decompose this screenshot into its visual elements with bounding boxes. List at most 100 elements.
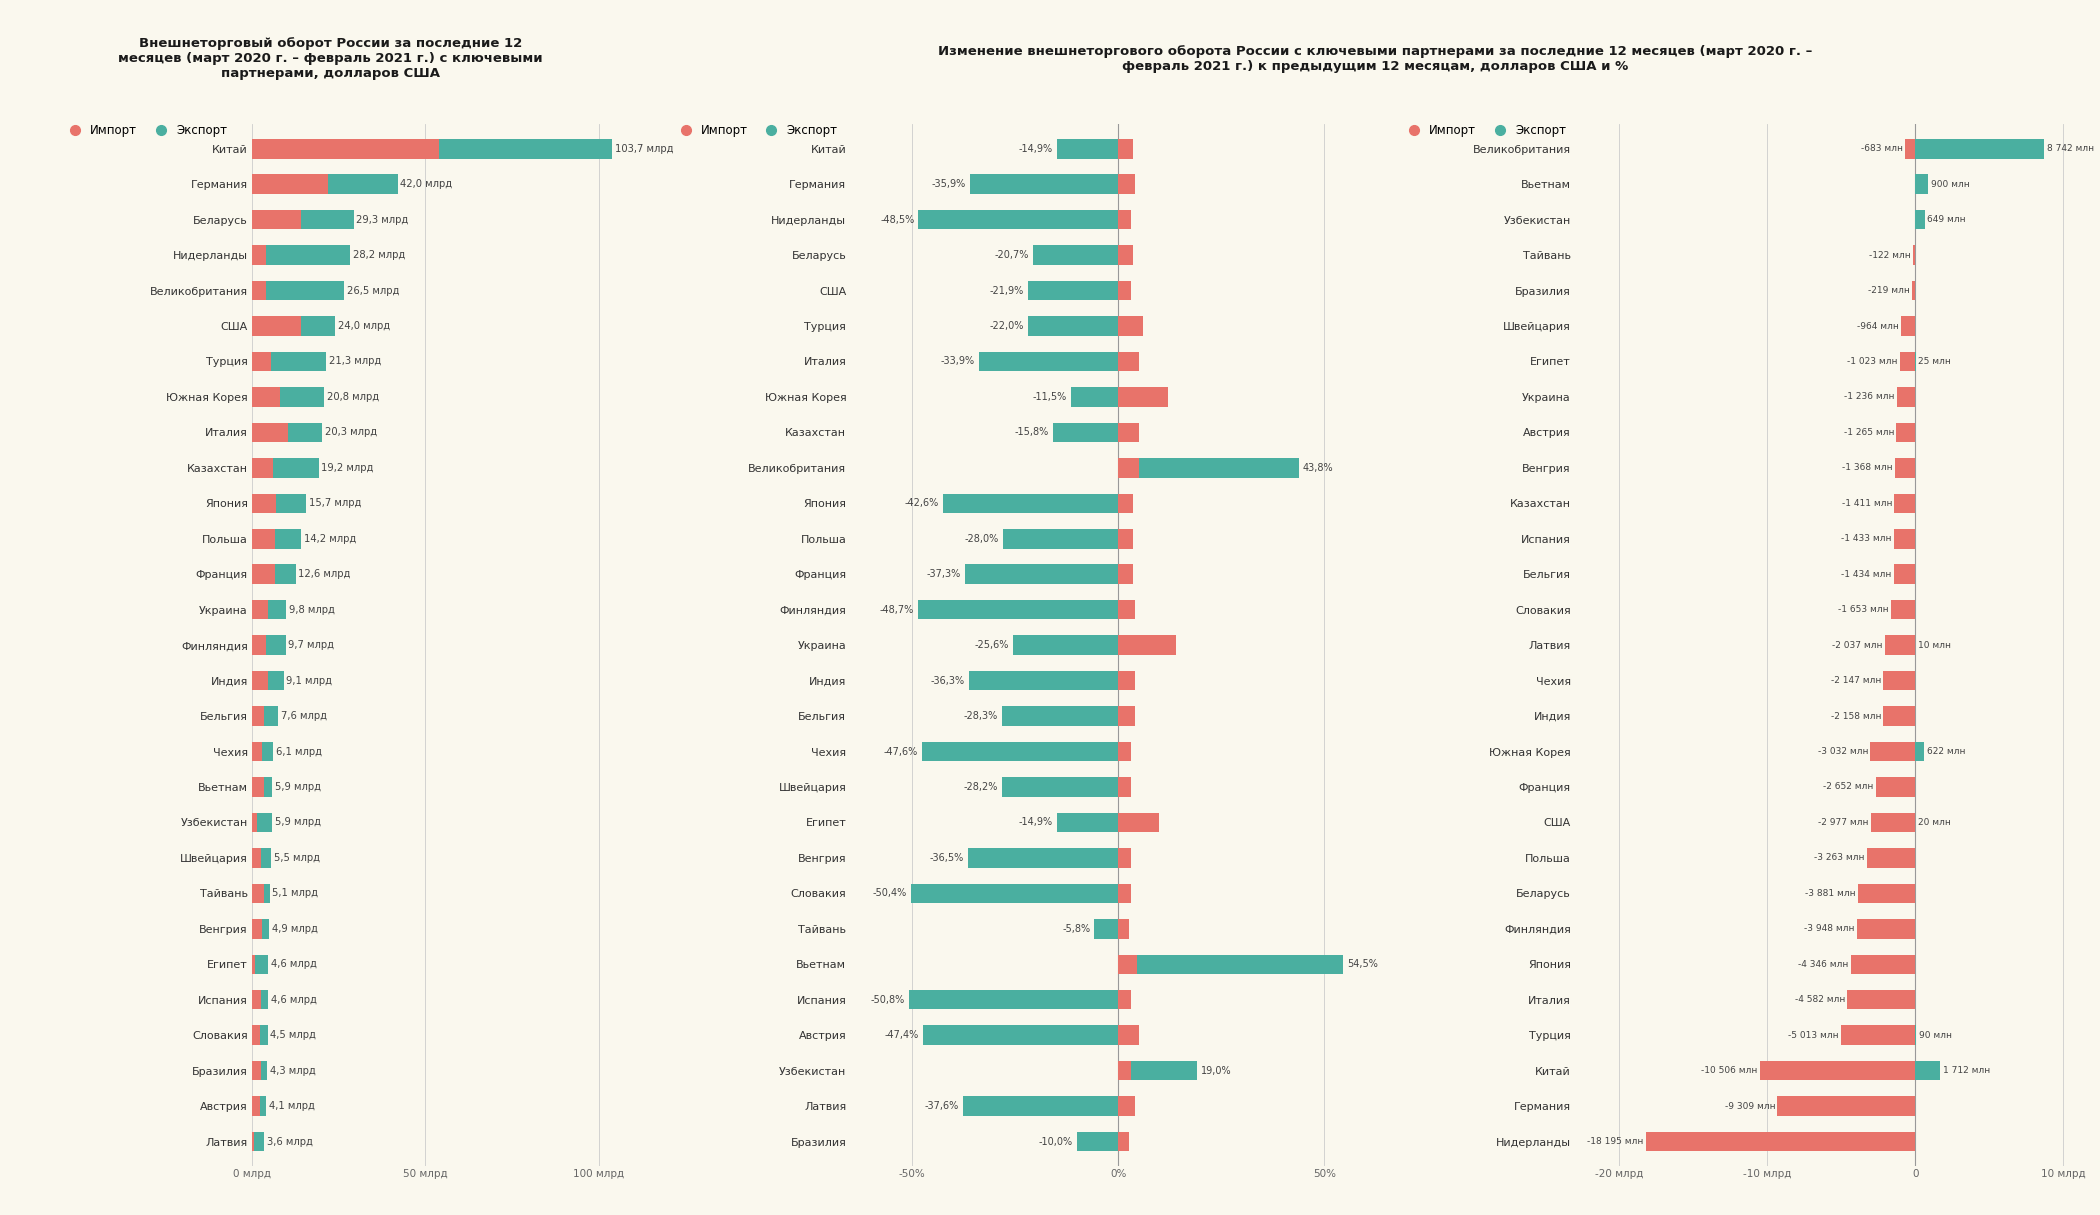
Bar (1117, 1061, 1130, 1080)
Bar (252, 883, 265, 903)
Text: 43,8%: 43,8% (1302, 463, 1334, 473)
Bar (1117, 600, 1134, 620)
Text: -2 652 млн: -2 652 млн (1823, 782, 1873, 791)
Bar (964, 1096, 1117, 1115)
Text: -1 023 млн: -1 023 млн (1848, 357, 1898, 366)
Text: -3 881 млн: -3 881 млн (1804, 889, 1856, 898)
Bar (1054, 423, 1117, 442)
Text: 15,7 млрд: 15,7 млрд (309, 498, 361, 508)
Text: -20,7%: -20,7% (995, 250, 1029, 260)
Text: 28,2 млрд: 28,2 млрд (353, 250, 405, 260)
Text: -2 037 млн: -2 037 млн (1833, 640, 1884, 650)
Bar (252, 281, 267, 300)
Bar (1029, 281, 1117, 300)
Text: Изменение внешнеторгового оборота России с ключевыми партнерами за последние 12 : Изменение внешнеторгового оборота России… (939, 45, 1812, 73)
Bar (1117, 458, 1298, 477)
Bar (1004, 529, 1117, 548)
Bar (252, 210, 300, 230)
Bar (252, 1025, 260, 1045)
Bar (1848, 990, 1915, 1010)
Bar (979, 352, 1117, 372)
Text: -14,9%: -14,9% (1018, 143, 1052, 154)
Bar (265, 883, 269, 903)
Bar (1117, 458, 1138, 477)
Bar (1117, 671, 1134, 690)
Bar (1117, 635, 1176, 655)
Bar (260, 848, 271, 868)
Bar (254, 955, 269, 974)
Text: -18 195 млн: -18 195 млн (1588, 1137, 1644, 1146)
Text: -964 млн: -964 млн (1856, 322, 1898, 330)
Bar (300, 210, 353, 230)
Bar (1915, 742, 1924, 762)
Bar (1056, 813, 1117, 832)
Bar (1896, 388, 1915, 407)
Bar (909, 990, 1117, 1010)
Text: 3,6 млрд: 3,6 млрд (267, 1136, 313, 1147)
Bar (1915, 1061, 1940, 1080)
Bar (922, 742, 1117, 762)
Text: -1 236 млн: -1 236 млн (1844, 392, 1894, 401)
Bar (1094, 919, 1117, 938)
Bar (1117, 742, 1130, 762)
Bar (1117, 281, 1130, 300)
Bar (1886, 635, 1915, 655)
Text: 4,6 млрд: 4,6 млрд (271, 960, 317, 970)
Bar (1890, 600, 1915, 620)
Text: -9 309 млн: -9 309 млн (1724, 1102, 1774, 1111)
Bar (970, 175, 1117, 194)
Bar (1117, 919, 1128, 938)
Bar (260, 1096, 267, 1115)
Bar (267, 281, 344, 300)
Text: -48,5%: -48,5% (880, 215, 914, 225)
Bar (265, 706, 279, 725)
Bar (1117, 210, 1130, 230)
Text: 5,9 млрд: 5,9 млрд (275, 782, 321, 792)
Bar (1900, 352, 1915, 372)
Bar (1884, 671, 1915, 690)
Bar (1117, 813, 1159, 832)
Bar (1033, 245, 1117, 265)
Text: 900 млн: 900 млн (1930, 180, 1970, 188)
Bar (1002, 706, 1117, 725)
Bar (1777, 1096, 1915, 1115)
Text: -219 млн: -219 млн (1867, 286, 1909, 295)
Text: 42,0 млрд: 42,0 млрд (401, 179, 454, 190)
Text: -14,9%: -14,9% (1018, 818, 1052, 827)
Bar (924, 1025, 1117, 1045)
Text: -4 582 млн: -4 582 млн (1796, 995, 1846, 1005)
Bar (328, 175, 397, 194)
Bar (918, 600, 1117, 620)
Bar (254, 1132, 265, 1152)
Bar (1117, 990, 1130, 1010)
Bar (1850, 955, 1915, 974)
Bar (1896, 423, 1915, 442)
Text: -47,4%: -47,4% (884, 1030, 920, 1040)
Text: 5,1 млрд: 5,1 млрд (273, 888, 319, 898)
Text: -1 434 млн: -1 434 млн (1842, 570, 1892, 578)
Bar (1117, 352, 1138, 372)
Bar (1915, 175, 1928, 194)
Bar (1894, 529, 1915, 548)
Bar (1117, 1132, 1128, 1152)
Text: -22,0%: -22,0% (989, 321, 1023, 330)
Bar (262, 919, 269, 938)
Bar (1117, 493, 1132, 513)
Text: -3 263 млн: -3 263 млн (1814, 853, 1865, 863)
Text: -10 506 млн: -10 506 млн (1701, 1067, 1758, 1075)
Bar (252, 1061, 260, 1080)
Text: -11,5%: -11,5% (1033, 392, 1067, 402)
Bar (1842, 1025, 1915, 1045)
Bar (252, 352, 271, 372)
Bar (277, 493, 307, 513)
Bar (943, 493, 1117, 513)
Bar (252, 529, 275, 548)
Text: 4,6 млрд: 4,6 млрд (271, 995, 317, 1005)
Text: -25,6%: -25,6% (974, 640, 1008, 650)
Bar (252, 1096, 260, 1115)
Bar (252, 458, 273, 477)
Bar (1884, 706, 1915, 725)
Bar (267, 600, 286, 620)
Bar (1905, 139, 1915, 158)
Bar (275, 529, 300, 548)
